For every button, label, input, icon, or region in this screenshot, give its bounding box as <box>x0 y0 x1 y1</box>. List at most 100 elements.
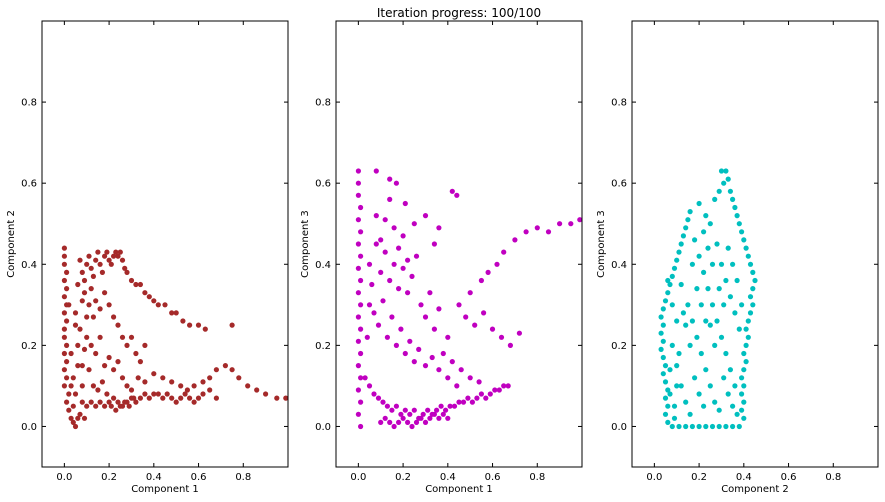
scatter-point <box>665 419 671 425</box>
scatter-point <box>476 379 482 385</box>
scatter-point <box>131 395 137 401</box>
scatter-point <box>126 403 132 409</box>
x-axis-title: Component 1 <box>131 484 199 495</box>
scatter-point <box>119 334 126 340</box>
scatter-point <box>207 387 213 393</box>
scatter-point <box>398 326 404 332</box>
scatter-point <box>734 277 740 284</box>
scatter-point <box>124 342 130 348</box>
plot-frame <box>41 20 289 468</box>
scatter-point <box>95 249 101 255</box>
scatter-point <box>93 403 99 409</box>
scatter-point <box>358 302 364 308</box>
scatter-point <box>478 277 484 284</box>
scatter-point <box>422 314 429 320</box>
scatter-point <box>236 375 242 381</box>
scatter-point <box>741 350 747 357</box>
scatter-point <box>683 423 689 430</box>
scatter-point <box>382 217 388 223</box>
scatter-point <box>698 302 704 308</box>
scatter-point <box>358 399 364 405</box>
scatter-point <box>660 338 666 344</box>
scatter-point <box>662 379 669 385</box>
scatter-point <box>358 204 364 211</box>
scatter-point <box>135 375 141 381</box>
scatter-point <box>108 403 114 409</box>
scatter-point <box>358 229 364 235</box>
scatter-point <box>169 395 175 401</box>
scatter-point <box>678 241 684 247</box>
y-tick-label: 0.8 <box>315 98 331 109</box>
scatter-point <box>133 399 139 405</box>
scatter-point <box>734 213 740 219</box>
figure-title: Iteration progress: 100/100 <box>377 6 541 20</box>
scatter-point <box>124 383 130 389</box>
scatter-point <box>133 350 139 357</box>
scatter-point <box>113 249 119 255</box>
scatter-point <box>61 253 67 259</box>
scatter-point <box>662 298 669 304</box>
scatter-point <box>405 257 411 263</box>
scatter-point <box>469 399 475 405</box>
scatter-point <box>496 387 502 393</box>
scatter-point <box>732 310 738 316</box>
scatter-point <box>402 350 408 357</box>
scatter-point <box>119 257 126 263</box>
scatter-point <box>669 302 675 308</box>
scatter-point <box>207 375 213 381</box>
scatter-point <box>716 188 722 194</box>
scatter-point <box>200 379 206 385</box>
scatter-point <box>402 407 408 413</box>
scatter-point <box>739 391 745 397</box>
y-axis-title: Component 2 <box>6 210 17 278</box>
scatter-point <box>84 403 90 409</box>
scatter-point <box>687 342 693 348</box>
scatter-point <box>669 423 675 430</box>
scatter-point <box>222 363 228 369</box>
scatter-point <box>396 245 402 251</box>
scatter-point <box>86 367 92 373</box>
scatter-point <box>155 302 161 308</box>
scatter-point <box>358 277 364 284</box>
scatter-point <box>115 322 121 328</box>
scatter-point <box>494 261 500 267</box>
scatter-point <box>137 281 143 288</box>
scatter-point <box>436 367 442 373</box>
scatter-point <box>745 334 751 340</box>
scatter-point <box>449 359 455 365</box>
scatter-point <box>418 415 424 421</box>
scatter-point <box>151 298 157 304</box>
scatter-point <box>391 423 397 430</box>
scatter-point <box>501 249 507 255</box>
scatter-point <box>146 395 152 401</box>
scatter-point <box>115 253 121 259</box>
scatter-point <box>369 281 375 288</box>
scatter-point <box>93 298 99 304</box>
scatter-point <box>93 350 99 357</box>
scatter-point <box>467 290 473 296</box>
subplot-2: 0.0 0.2 0.4 0.6 0.8 0.0 0.2 0.4 0.6 0.8 Component … <box>300 20 583 495</box>
scatter-point <box>701 269 707 275</box>
scatter-point <box>429 354 435 361</box>
scatter-point <box>467 375 473 381</box>
scatter-point <box>274 395 280 401</box>
scatter-point <box>431 411 437 417</box>
scatter-point <box>84 261 90 267</box>
scatter-point <box>736 221 742 227</box>
scatter-point <box>61 383 67 389</box>
scatter-point <box>411 221 417 227</box>
scatter-point <box>142 391 148 397</box>
scatter-point <box>747 294 754 300</box>
y-tick-label: 0.0 <box>611 422 627 433</box>
scatter-point <box>355 314 361 320</box>
scatter-point <box>662 395 669 401</box>
scatter-point <box>97 399 103 405</box>
scatter-point <box>191 383 197 389</box>
scatter-point <box>463 314 469 320</box>
scatter-point <box>169 379 175 385</box>
scatter-point <box>741 383 747 389</box>
scatter-point <box>709 302 716 308</box>
scatter-point <box>703 367 709 373</box>
scatter-point <box>409 273 415 279</box>
scatter-point <box>373 241 379 247</box>
